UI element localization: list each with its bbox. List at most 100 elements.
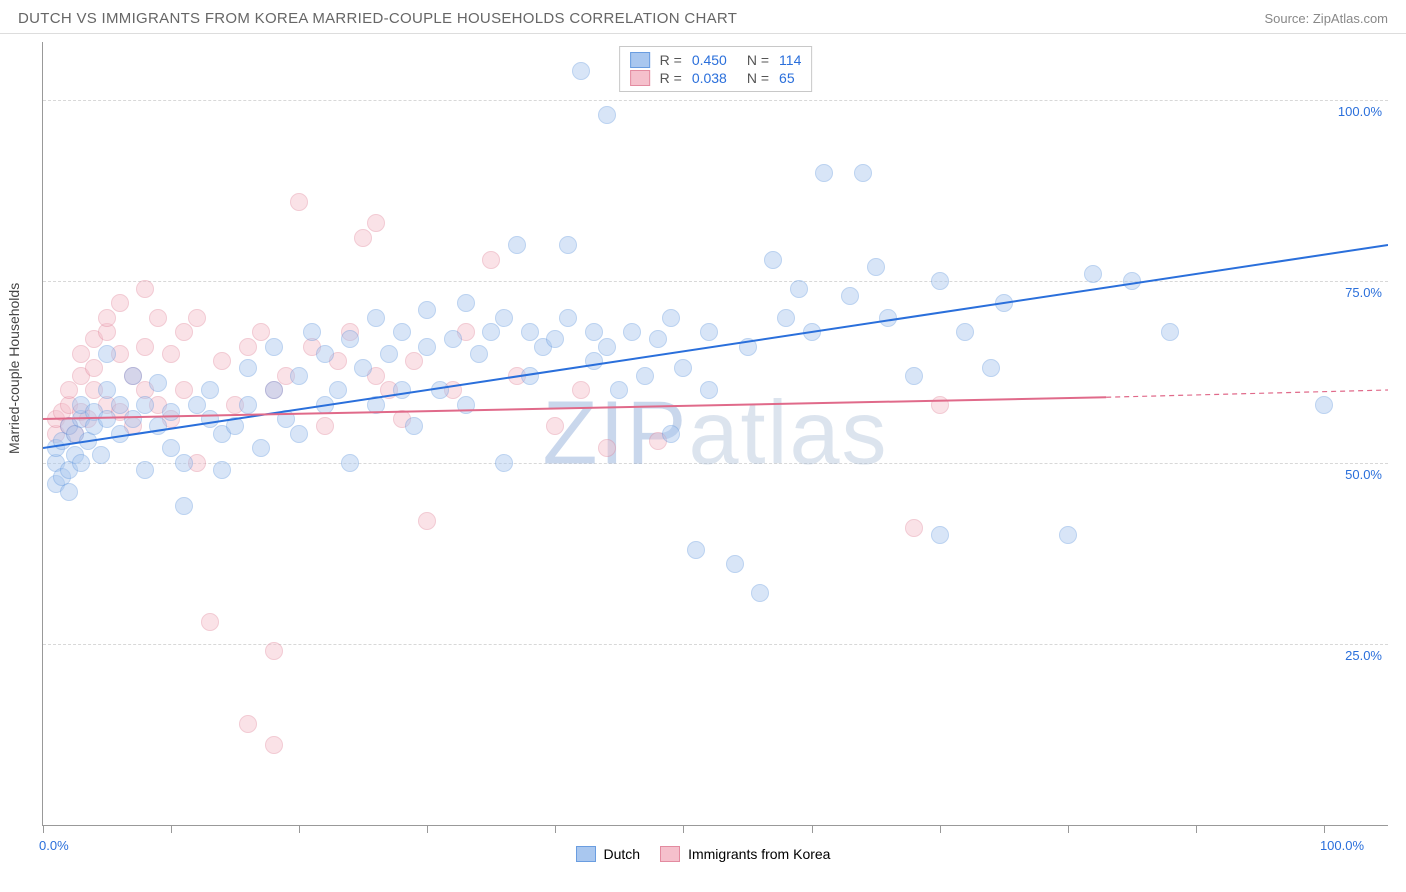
data-point	[111, 396, 129, 414]
data-point	[610, 381, 628, 399]
data-point	[98, 345, 116, 363]
data-point	[854, 164, 872, 182]
data-point	[367, 214, 385, 232]
data-point	[98, 381, 116, 399]
data-point	[239, 396, 257, 414]
data-point	[790, 280, 808, 298]
data-point	[290, 193, 308, 211]
legend-stats-row: R = 0.450 N = 114	[630, 51, 802, 69]
data-point	[265, 338, 283, 356]
data-point	[585, 323, 603, 341]
data-point	[879, 309, 897, 327]
data-point	[405, 417, 423, 435]
data-point	[72, 345, 90, 363]
data-point	[636, 367, 654, 385]
data-point	[405, 352, 423, 370]
data-point	[841, 287, 859, 305]
data-point	[482, 251, 500, 269]
data-point	[521, 323, 539, 341]
data-point	[687, 541, 705, 559]
data-point	[931, 272, 949, 290]
data-point	[252, 323, 270, 341]
r-label: R =	[660, 70, 682, 86]
data-point	[393, 381, 411, 399]
data-point	[162, 439, 180, 457]
data-point	[265, 381, 283, 399]
n-value: 65	[779, 70, 795, 86]
swatch-icon	[576, 846, 596, 862]
data-point	[867, 258, 885, 276]
data-point	[572, 381, 590, 399]
data-point	[162, 345, 180, 363]
data-point	[803, 323, 821, 341]
chart-title: DUTCH VS IMMIGRANTS FROM KOREA MARRIED-C…	[18, 10, 737, 27]
data-point	[559, 309, 577, 327]
data-point	[662, 425, 680, 443]
n-label: N =	[747, 70, 769, 86]
data-point	[418, 338, 436, 356]
data-point	[290, 425, 308, 443]
data-point	[982, 359, 1000, 377]
data-point	[124, 410, 142, 428]
data-point	[316, 396, 334, 414]
legend-stats-row: R = 0.038 N = 65	[630, 69, 802, 87]
data-point	[124, 367, 142, 385]
data-point	[431, 381, 449, 399]
data-point	[136, 338, 154, 356]
data-point	[201, 613, 219, 631]
data-point	[354, 229, 372, 247]
data-point	[239, 715, 257, 733]
data-point	[354, 359, 372, 377]
data-point	[367, 396, 385, 414]
data-point	[931, 396, 949, 414]
data-point	[995, 294, 1013, 312]
swatch-icon	[630, 70, 650, 86]
data-point	[457, 294, 475, 312]
data-point	[546, 417, 564, 435]
data-point	[265, 642, 283, 660]
data-point	[85, 359, 103, 377]
data-point	[98, 410, 116, 428]
data-point	[418, 301, 436, 319]
data-point	[341, 330, 359, 348]
swatch-icon	[660, 846, 680, 862]
data-point	[303, 323, 321, 341]
data-point	[623, 323, 641, 341]
data-point	[598, 439, 616, 457]
data-point	[149, 374, 167, 392]
data-point	[201, 381, 219, 399]
data-point	[700, 381, 718, 399]
data-point	[252, 439, 270, 457]
data-point	[380, 345, 398, 363]
series-label: Immigrants from Korea	[688, 846, 830, 862]
data-point	[662, 309, 680, 327]
data-point	[175, 497, 193, 515]
data-point	[700, 323, 718, 341]
data-point	[316, 417, 334, 435]
n-label: N =	[747, 52, 769, 68]
data-point	[559, 236, 577, 254]
data-point	[572, 62, 590, 80]
data-point	[1059, 526, 1077, 544]
data-point	[226, 417, 244, 435]
data-point	[316, 345, 334, 363]
scatter-plot: ZIPatlas R = 0.450 N = 114 R = 0.038 N =…	[42, 42, 1388, 826]
data-point	[60, 381, 78, 399]
data-point	[136, 280, 154, 298]
data-point	[764, 251, 782, 269]
data-point	[175, 323, 193, 341]
data-point	[329, 381, 347, 399]
legend-stats: R = 0.450 N = 114 R = 0.038 N = 65	[619, 46, 813, 92]
data-point	[213, 352, 231, 370]
data-point	[265, 736, 283, 754]
legend-item: Immigrants from Korea	[660, 846, 830, 862]
data-point	[72, 454, 90, 472]
data-point	[175, 454, 193, 472]
data-point	[111, 425, 129, 443]
data-point	[393, 323, 411, 341]
data-point	[585, 352, 603, 370]
data-point	[674, 359, 692, 377]
data-point	[598, 106, 616, 124]
data-point	[1315, 396, 1333, 414]
legend-item: Dutch	[576, 846, 641, 862]
